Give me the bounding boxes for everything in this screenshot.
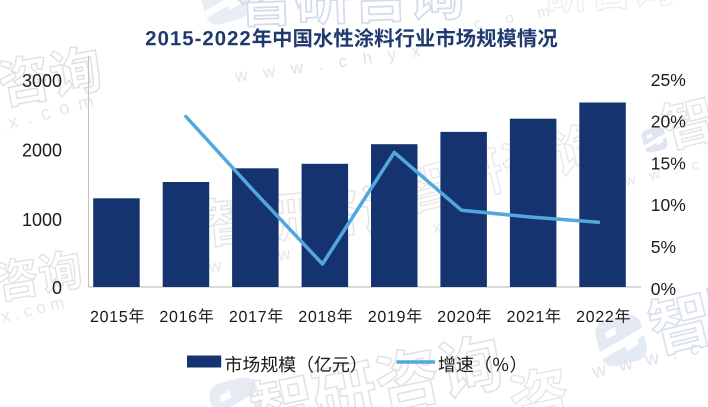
svg-text:25%: 25% xyxy=(651,70,686,90)
svg-text:15%: 15% xyxy=(651,153,686,173)
svg-text:10%: 10% xyxy=(651,195,686,215)
svg-text:20%: 20% xyxy=(651,112,686,132)
svg-text:0: 0 xyxy=(52,278,62,298)
svg-text:1000: 1000 xyxy=(22,210,62,230)
svg-text:0%: 0% xyxy=(651,279,676,299)
svg-text:3000: 3000 xyxy=(22,71,62,91)
svg-text:2000: 2000 xyxy=(22,141,62,161)
svg-text:5%: 5% xyxy=(651,237,676,257)
